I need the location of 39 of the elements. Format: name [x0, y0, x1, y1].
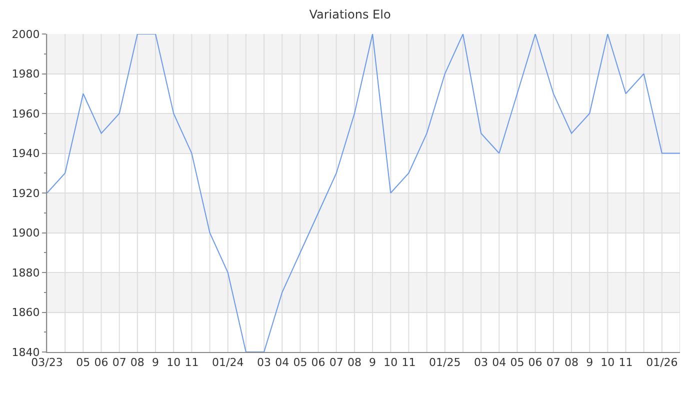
- x-tick-label: 06: [528, 356, 542, 370]
- x-tick-label: 07: [112, 356, 126, 370]
- x-tick-label: 05: [510, 356, 524, 370]
- y-tick-label: 1940: [12, 147, 40, 160]
- y-tick-label: 1920: [12, 186, 40, 200]
- x-tick-label: 08: [564, 356, 578, 370]
- y-tick-label: 1880: [12, 266, 40, 280]
- x-tick-label: 11: [184, 356, 199, 370]
- x-tick-label: 03: [257, 356, 272, 370]
- y-tick-label: 1900: [12, 226, 40, 240]
- x-tick-label: 9: [586, 356, 594, 370]
- y-tick-label: 1980: [12, 68, 40, 81]
- x-tick-label: 03: [474, 356, 488, 370]
- y-tick-label: 1860: [12, 306, 40, 320]
- y-tick-label: 2000: [12, 28, 40, 41]
- x-tick-label: 04: [492, 356, 506, 370]
- x-tick-label: 07: [329, 356, 344, 370]
- x-tick-label: 06: [94, 356, 108, 370]
- x-tick-label: 01/25: [429, 356, 461, 370]
- x-tick-label: 08: [130, 356, 144, 370]
- x-tick-label: 10: [166, 356, 181, 370]
- x-tick-label: 05: [293, 356, 308, 370]
- x-tick-label: 08: [347, 356, 362, 370]
- x-tick-label: 9: [152, 356, 160, 370]
- y-tick-label: 1960: [12, 107, 40, 120]
- x-tick-label: 10: [384, 356, 398, 370]
- x-tick-label: 01/24: [212, 356, 244, 370]
- x-tick-label: 03/23: [31, 356, 63, 370]
- x-tick-label: 06: [311, 356, 326, 370]
- x-tick-label: 10: [600, 356, 615, 370]
- x-tick-label: 9: [369, 356, 376, 370]
- x-tick-label: 01/26: [646, 356, 678, 370]
- x-tick-label: 11: [402, 356, 416, 370]
- x-tick-label: 07: [546, 356, 560, 370]
- x-tick-label: 05: [76, 356, 90, 370]
- y-tick-label: 1840: [12, 346, 40, 359]
- x-tick-label: 04: [275, 356, 290, 370]
- x-tick-label: 11: [618, 356, 633, 370]
- chart-title: Variations Elo: [309, 7, 391, 22]
